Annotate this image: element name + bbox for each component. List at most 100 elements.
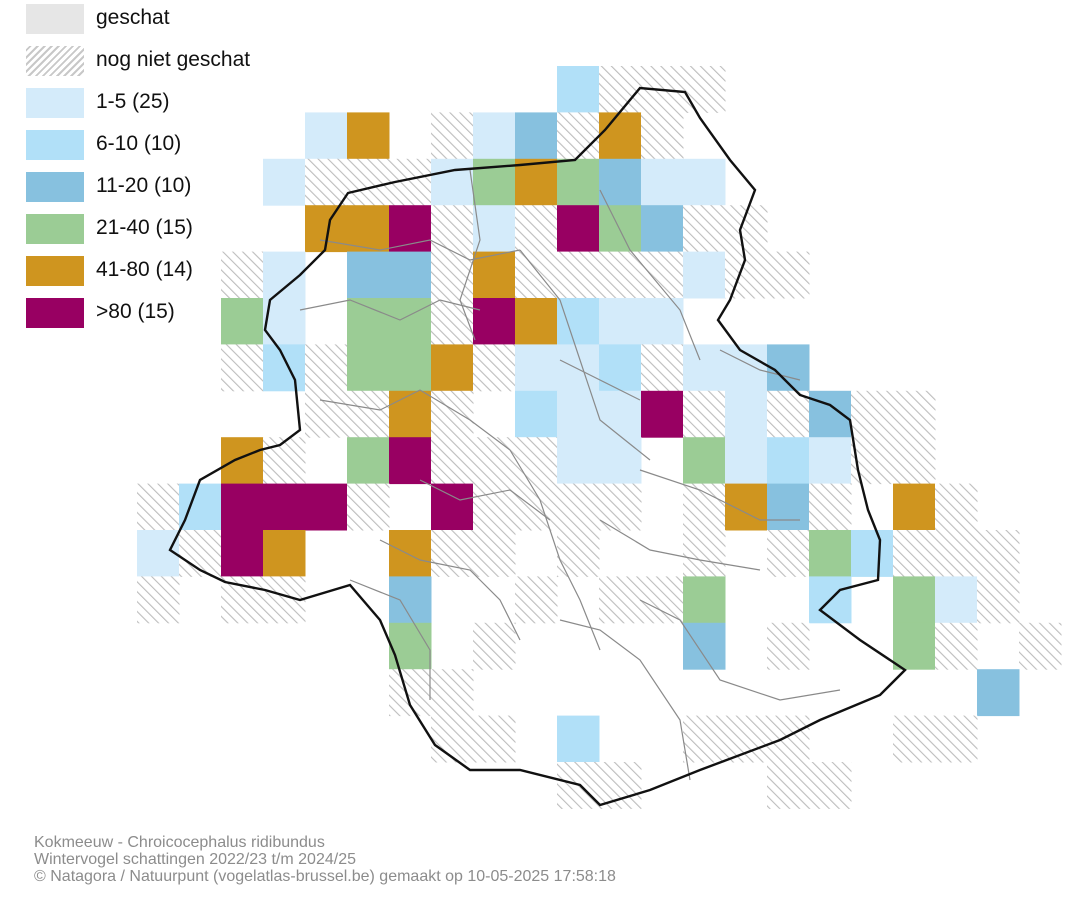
grid-cell-class-2 (767, 437, 810, 485)
grid-cell-class-6 (221, 483, 264, 531)
grid-cell-class-5 (263, 530, 306, 577)
grid-cell-not-estimated (725, 715, 768, 763)
grid-cell-not-estimated (599, 762, 642, 809)
legend-item-estimated: geschat (26, 4, 326, 36)
grid-cell-class-5 (347, 205, 390, 253)
grid-cell-not-estimated (935, 622, 978, 670)
grid-cell-not-estimated (599, 483, 642, 531)
grid-cell-not-estimated (599, 66, 642, 113)
grid-cell-class-1 (725, 390, 768, 438)
grid-cell-not-estimated (473, 622, 516, 670)
legend-item-c2: 6-10 (10) (26, 130, 326, 162)
grid-cell-class-6 (557, 205, 600, 253)
grid-cell-class-5 (473, 251, 516, 299)
grid-cell-not-estimated (515, 483, 558, 531)
grid-cell-not-estimated (683, 66, 726, 113)
grid-cell-class-6 (389, 437, 432, 485)
grid-cell-not-estimated (893, 530, 936, 577)
grid-cell-not-estimated (305, 344, 348, 392)
grid-cell-class-1 (515, 344, 558, 392)
grid-cell-class-3 (767, 483, 810, 531)
grid-cell-not-estimated (473, 715, 516, 763)
grid-cell-class-3 (641, 205, 684, 253)
grid-cell-not-estimated (599, 576, 642, 624)
grid-cell-not-estimated (767, 530, 810, 577)
grid-cell-not-estimated (683, 390, 726, 438)
grid-cell-not-estimated (431, 298, 474, 345)
grid-cell-not-estimated (431, 437, 474, 485)
grid-cell-not-estimated (557, 530, 600, 577)
grid-cell-class-1 (725, 344, 768, 392)
grid-cell-class-5 (515, 158, 558, 206)
grid-cell-class-6 (473, 298, 516, 345)
grid-cell-not-estimated (515, 251, 558, 299)
grid-cell-class-2 (599, 344, 642, 392)
grid-cell-class-2 (557, 715, 600, 763)
grid-cell-not-estimated (683, 205, 726, 253)
grid-cell-not-estimated (767, 622, 810, 670)
grid-cell-class-1 (683, 344, 726, 392)
grid-cell-class-4 (347, 298, 390, 345)
grid-cell-class-5 (221, 437, 264, 485)
grid-cell-class-4 (389, 622, 432, 670)
legend-swatch (26, 46, 84, 76)
grid-cell-class-4 (809, 530, 852, 577)
grid-cell-not-estimated (1019, 622, 1062, 670)
grid-cell-not-estimated (977, 530, 1020, 577)
grid-cell-class-3 (977, 669, 1020, 717)
grid-cell-class-2 (851, 530, 894, 577)
grid-cell-class-3 (389, 576, 432, 624)
grid-cell-class-5 (347, 112, 390, 160)
grid-cell-class-4 (347, 437, 390, 485)
grid-cell-class-1 (725, 437, 768, 485)
grid-cell-not-estimated (473, 530, 516, 577)
grid-cell-not-estimated (599, 251, 642, 299)
grid-cell-not-estimated (809, 483, 852, 531)
region-outline (168, 86, 907, 807)
grid-cell-not-estimated (305, 158, 348, 206)
legend-item-c3: 11-20 (10) (26, 172, 326, 204)
grid-cell-class-6 (431, 483, 474, 531)
grid-cell-class-3 (599, 158, 642, 206)
grid-cell-class-5 (725, 483, 768, 531)
grid-cell-class-5 (515, 298, 558, 345)
grid-cell-not-estimated (893, 715, 936, 763)
grid-cell-not-estimated (473, 344, 516, 392)
grid-cell-class-4 (893, 576, 936, 624)
grid-cell-not-estimated (431, 251, 474, 299)
grid-cell-class-4 (893, 622, 936, 670)
grid-cell-class-3 (809, 390, 852, 438)
grid-cell-not-estimated (977, 576, 1020, 624)
grid-cell-class-4 (389, 298, 432, 345)
legend-label: 6-10 (10) (96, 132, 182, 155)
grid-cell-not-estimated (683, 530, 726, 577)
municipality-boundaries (299, 169, 841, 781)
grid-cell-class-4 (683, 437, 726, 485)
grid-cell-class-2 (515, 390, 558, 438)
grid-cell-not-estimated (347, 390, 390, 438)
legend-swatch (26, 172, 84, 202)
grid-cell-class-1 (641, 298, 684, 345)
grid-cell-not-estimated (683, 483, 726, 531)
legend-label: nog niet geschat (96, 48, 251, 71)
grid-cell-class-2 (179, 483, 222, 531)
grid-cell-not-estimated (683, 715, 726, 763)
grid-cell-not-estimated (893, 437, 936, 485)
grid-cell-class-1 (557, 344, 600, 392)
grid-cells (137, 66, 1062, 809)
legend-label: 41-80 (14) (96, 258, 193, 281)
grid-cell-not-estimated (347, 483, 390, 531)
legend-swatch (26, 214, 84, 244)
grid-cell-class-1 (137, 530, 180, 577)
grid-cell-not-estimated (263, 437, 306, 485)
caption: Kokmeeuw - Chroicocephalus ridibundus Wi… (34, 834, 616, 885)
grid-cell-class-4 (347, 344, 390, 392)
grid-cell-not-estimated (515, 205, 558, 253)
grid-cell-class-1 (263, 158, 306, 206)
grid-cell-not-estimated (641, 344, 684, 392)
grid-cell-not-estimated (305, 390, 348, 438)
legend-label: 21-40 (15) (96, 216, 193, 239)
legend-item-c1: 1-5 (25) (26, 88, 326, 120)
grid-cell-not-estimated (641, 251, 684, 299)
